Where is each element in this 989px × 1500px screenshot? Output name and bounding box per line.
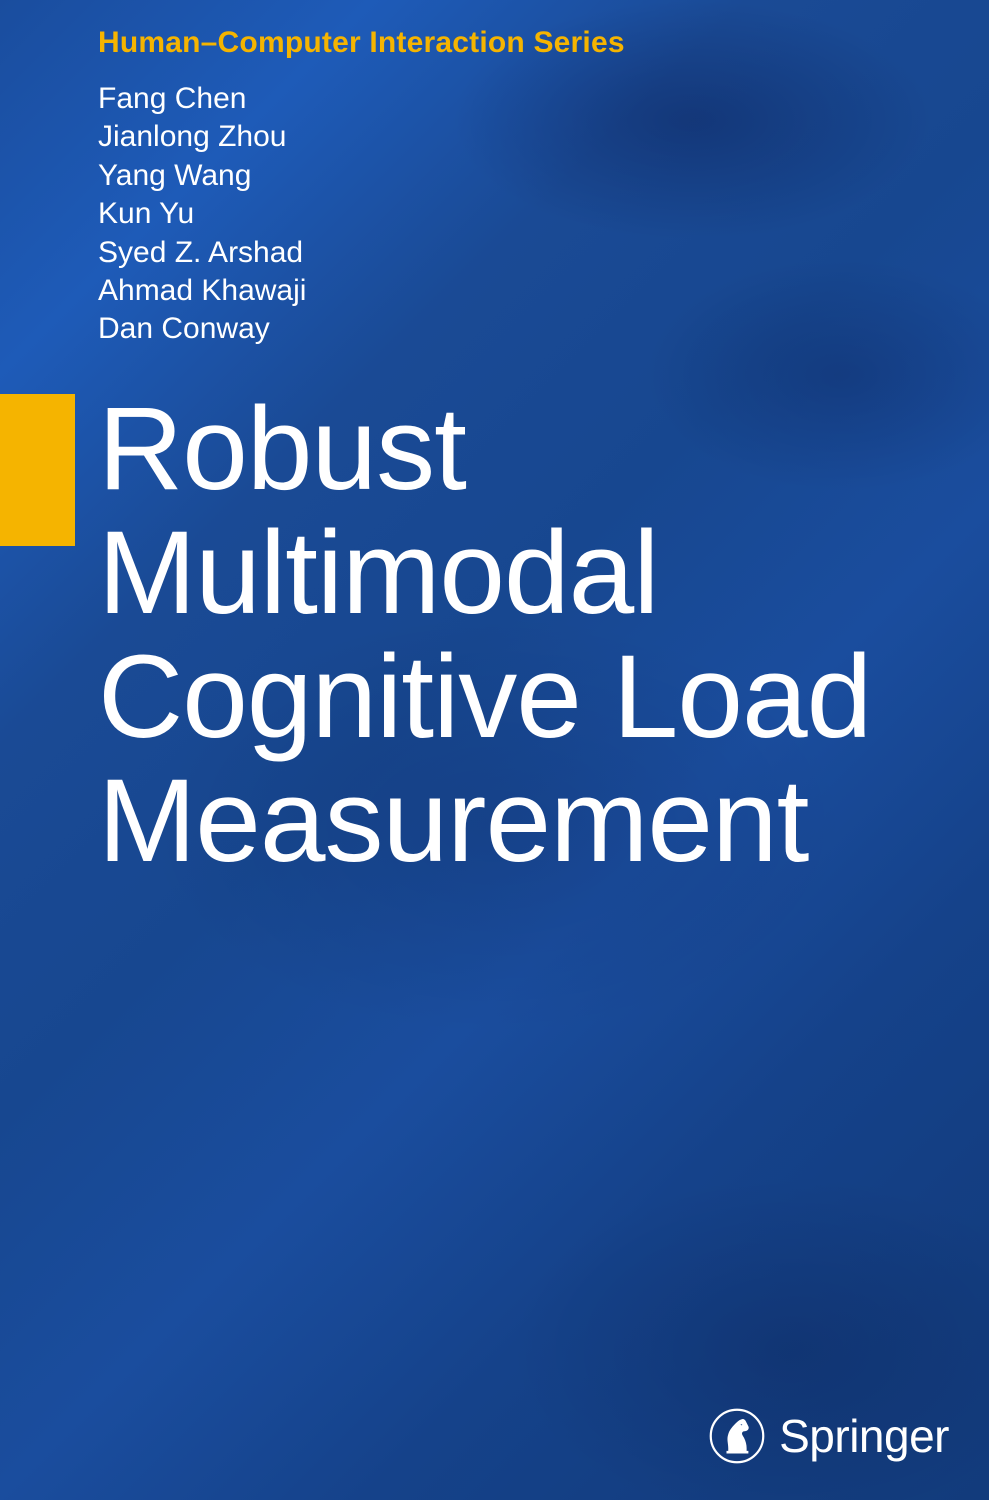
author-list: Fang Chen Jianlong Zhou Yang Wang Kun Yu… bbox=[98, 80, 306, 349]
series-label: Human–Computer Interaction Series bbox=[98, 26, 625, 60]
title-line: Measurement bbox=[98, 760, 871, 884]
publisher-block: Springer bbox=[709, 1408, 949, 1464]
chess-knight-icon bbox=[709, 1408, 765, 1464]
author: Ahmad Khawaji bbox=[98, 272, 306, 310]
author: Jianlong Zhou bbox=[98, 118, 306, 156]
publisher-name: Springer bbox=[779, 1409, 949, 1463]
book-title: Robust Multimodal Cognitive Load Measure… bbox=[98, 388, 871, 884]
author: Syed Z. Arshad bbox=[98, 234, 306, 272]
author: Dan Conway bbox=[98, 310, 306, 348]
title-line: Cognitive Load bbox=[98, 636, 871, 760]
title-line: Multimodal bbox=[98, 512, 871, 636]
book-cover: Human–Computer Interaction Series Fang C… bbox=[0, 0, 989, 1500]
author: Yang Wang bbox=[98, 157, 306, 195]
accent-tab bbox=[0, 394, 75, 546]
author: Kun Yu bbox=[98, 195, 306, 233]
title-line: Robust bbox=[98, 388, 871, 512]
author: Fang Chen bbox=[98, 80, 306, 118]
